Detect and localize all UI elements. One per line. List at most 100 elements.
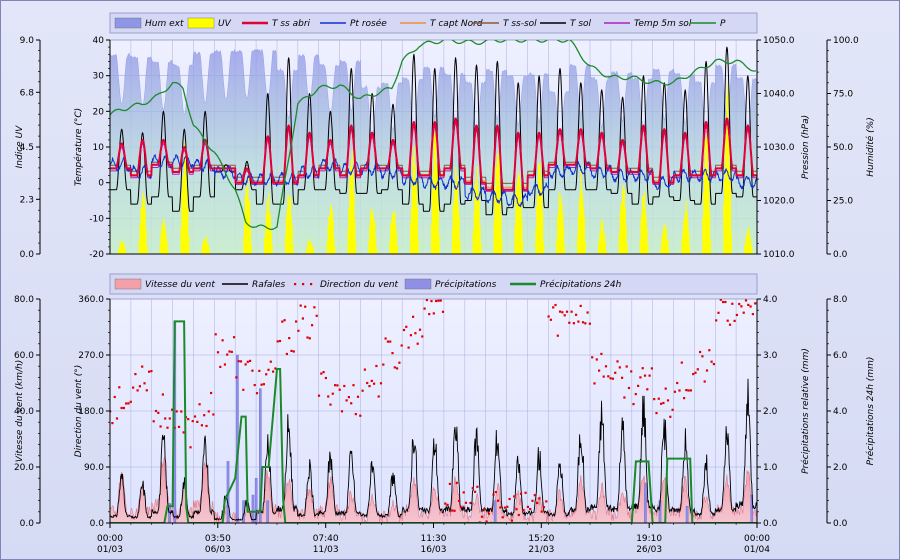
uv-bar: [643, 191, 646, 254]
axis-direction-tick-label: 360.0: [78, 295, 104, 305]
direction-point: [278, 339, 282, 343]
uv-bar: [475, 180, 477, 254]
direction-point: [189, 446, 192, 449]
direction-point: [441, 310, 445, 313]
direction-point: [602, 375, 605, 378]
direction-point: [317, 394, 321, 397]
uv-bar: [284, 236, 287, 254]
direction-point: [136, 389, 139, 392]
direction-point: [246, 360, 249, 363]
direction-point: [593, 382, 596, 385]
uv-bar: [353, 193, 355, 254]
axis-humidity-tick-label: 75.0: [833, 90, 853, 100]
direction-point: [722, 300, 725, 304]
direction-point: [120, 406, 123, 410]
direction-point: [621, 376, 624, 379]
uv-bar: [683, 221, 685, 254]
axis-precip-label: Précipitations relative (mm): [800, 348, 811, 474]
precip-bar: [259, 388, 262, 523]
uv-bar: [723, 203, 725, 254]
uv-bar: [542, 211, 544, 254]
direction-point: [221, 339, 224, 342]
direction-point: [717, 311, 720, 314]
direction-point: [329, 403, 332, 406]
direction-point: [510, 519, 513, 522]
direction-point: [391, 352, 394, 355]
uv-bar: [268, 193, 270, 254]
direction-point: [669, 415, 672, 418]
uv-bar: [709, 240, 711, 254]
direction-point: [432, 312, 435, 315]
uv-bar: [684, 216, 686, 254]
direction-point: [187, 418, 190, 421]
uv-bar: [689, 246, 691, 254]
direction-point: [666, 399, 670, 402]
uv-bar: [351, 150, 353, 254]
direction-point: [724, 300, 727, 304]
legend-swatch: [187, 17, 215, 29]
uv-bar: [290, 216, 292, 254]
direction-point: [572, 322, 575, 325]
direction-point: [313, 306, 316, 309]
direction-point: [625, 365, 628, 368]
axis-direction-tick-label: 270.0: [78, 351, 104, 361]
direction-point: [699, 350, 702, 354]
uv-bar: [703, 192, 705, 254]
uv-bar: [390, 222, 393, 254]
direction-point: [607, 375, 610, 378]
uv-bar: [559, 201, 561, 254]
direction-point: [733, 319, 736, 322]
direction-point: [430, 300, 433, 303]
uv-bar: [307, 241, 309, 254]
direction-point: [710, 360, 713, 363]
direction-point: [476, 485, 479, 488]
direction-point: [368, 385, 371, 388]
direction-point: [276, 340, 279, 343]
direction-point: [274, 367, 277, 370]
legend-item: Vitesse du vent: [114, 278, 215, 290]
direction-point: [646, 388, 649, 391]
direction-point: [508, 497, 511, 501]
direction-point: [412, 315, 415, 318]
uv-bar: [750, 244, 752, 254]
direction-point: [676, 381, 679, 385]
uv-bar: [368, 240, 370, 254]
uv-bar: [396, 246, 398, 254]
uv-bar: [391, 213, 393, 254]
uv-bar: [140, 206, 142, 254]
uv-bar: [141, 208, 143, 254]
direction-point: [255, 392, 259, 395]
uv-bar: [639, 240, 641, 254]
uv-bar: [437, 202, 439, 254]
direction-point: [228, 350, 231, 353]
direction-point: [251, 369, 254, 372]
direction-point: [223, 363, 226, 366]
direction-point: [740, 305, 743, 308]
direction-point: [145, 389, 148, 392]
uv-bar: [599, 233, 601, 254]
axis-speed-label: Vitesse du vent (km/h): [15, 360, 25, 462]
axis-precip-tick-label: 2.0: [763, 407, 778, 417]
legend-label: T sol: [570, 19, 592, 29]
legend-swatch: [404, 278, 432, 290]
uv-bar: [646, 228, 648, 254]
uv-bar: [704, 168, 706, 254]
direction-point: [216, 351, 220, 354]
direction-point: [611, 377, 614, 380]
uv-bar: [663, 226, 665, 254]
uv-bar: [517, 179, 519, 254]
uv-bar: [537, 162, 540, 254]
legend-label: Vitesse du vent: [145, 280, 215, 290]
uv-bar: [162, 225, 164, 254]
uv-bar: [183, 174, 185, 254]
direction-point: [451, 509, 454, 512]
uv-bar: [142, 192, 144, 254]
uv-bar: [413, 145, 415, 254]
direction-point: [141, 365, 144, 368]
uv-bar: [291, 225, 293, 254]
uv-bar: [728, 124, 730, 254]
uv-bar: [330, 204, 332, 254]
direction-point: [421, 335, 424, 338]
uv-bar: [180, 227, 182, 254]
uv-bar: [431, 223, 433, 254]
